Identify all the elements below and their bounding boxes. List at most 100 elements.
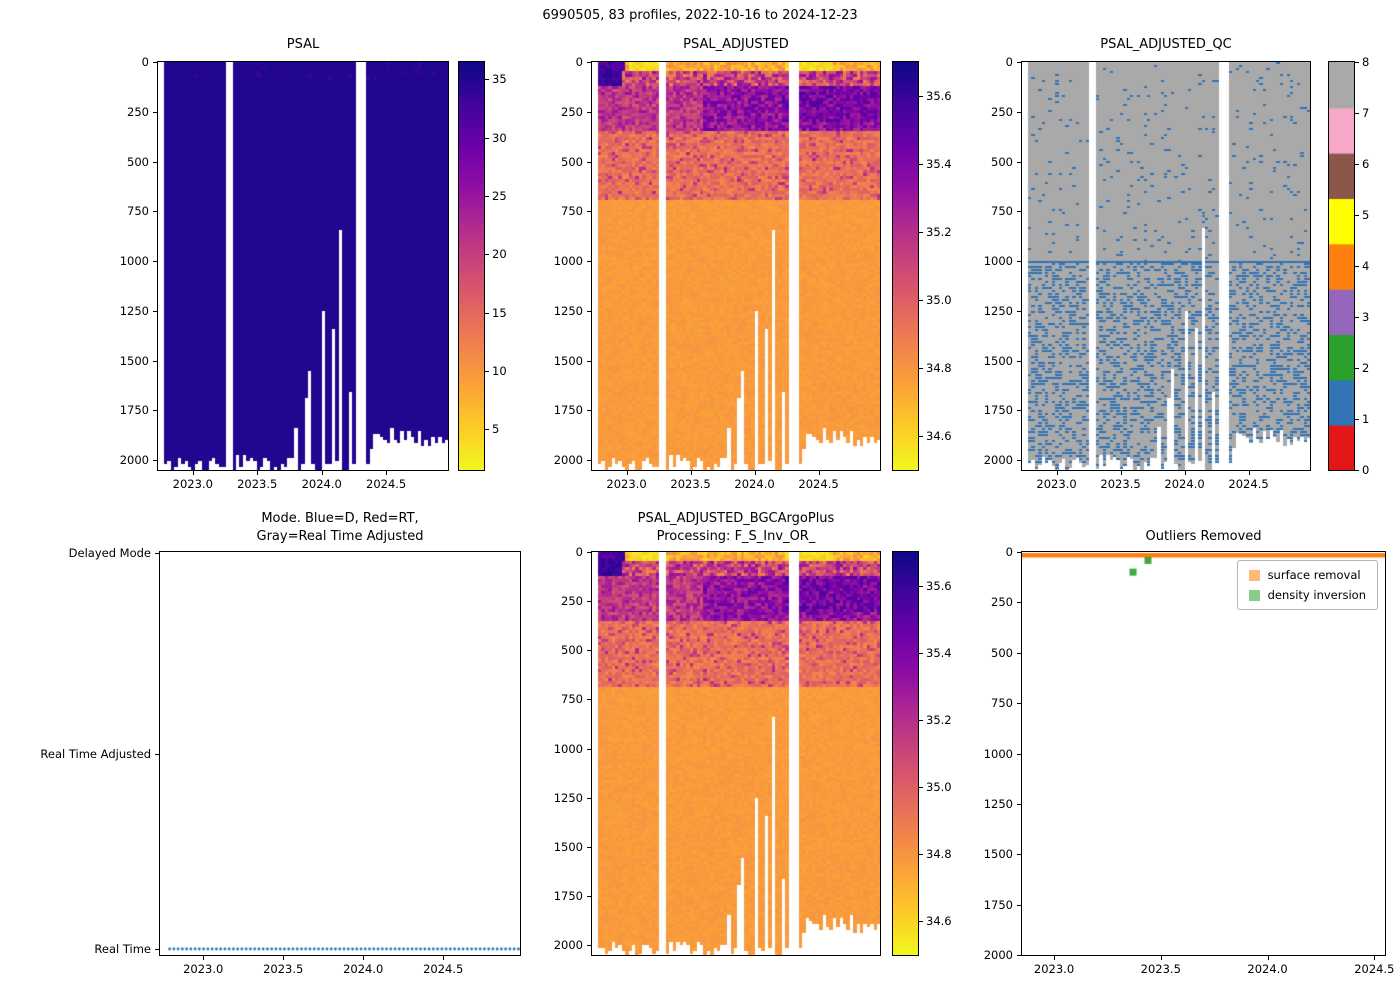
x-tick-label: 2023.0 xyxy=(1033,962,1075,976)
colorbar-tick-label: 20 xyxy=(492,247,507,262)
tick-mark xyxy=(587,601,591,603)
tick-mark xyxy=(1355,164,1359,165)
qc-colorbar-tick-label: 5 xyxy=(1362,208,1370,222)
tick-mark xyxy=(485,312,489,314)
tick-mark xyxy=(386,471,388,475)
tick-mark xyxy=(919,719,923,721)
y-tick-label: 0 xyxy=(1005,545,1013,559)
qc-colorbar-tick-label: 6 xyxy=(1362,157,1370,171)
tick-mark xyxy=(587,62,591,63)
y-tick-label: 1250 xyxy=(983,303,1013,318)
tick-mark xyxy=(1355,470,1359,471)
tick-mark xyxy=(203,956,205,960)
tick-mark xyxy=(626,471,628,475)
tick-mark xyxy=(587,650,591,652)
outliers-legend: surface removal density inversion xyxy=(1236,560,1378,610)
tick-mark xyxy=(919,436,923,437)
tick-mark xyxy=(919,164,923,165)
psal-heatmap-canvas xyxy=(157,61,449,471)
surface-removal-label: surface removal xyxy=(1267,568,1361,582)
tick-mark xyxy=(587,945,591,947)
tick-mark xyxy=(1017,410,1021,412)
y-tick-label: 500 xyxy=(561,154,583,169)
y-tick-label: 500 xyxy=(991,645,1013,660)
colorbar-tick-label: 34.6 xyxy=(926,429,952,443)
y-tick-label: 1000 xyxy=(553,741,583,756)
tick-mark xyxy=(587,111,591,113)
density-inversion-swatch xyxy=(1248,589,1260,601)
y-tick-label: 1750 xyxy=(983,897,1013,912)
figure-title: 6990505, 83 profiles, 2022-10-16 to 2024… xyxy=(542,8,858,23)
outliers-scatter-canvas xyxy=(1021,551,1386,956)
psal-adjusted-heatmap-canvas xyxy=(591,61,881,471)
tick-mark xyxy=(153,310,157,312)
legend-item-density-inversion: density inversion xyxy=(1248,588,1366,602)
y-tick-label: 0 xyxy=(1005,55,1013,69)
outliers-title: Outliers Removed xyxy=(1145,529,1262,544)
tick-mark xyxy=(587,896,591,898)
tick-mark xyxy=(1017,211,1021,213)
x-tick-label: 2024.5 xyxy=(423,962,464,976)
y-tick-label: 250 xyxy=(561,104,583,119)
x-tick-label: 2024.5 xyxy=(798,477,839,491)
tick-mark xyxy=(919,300,923,301)
tick-mark xyxy=(363,956,365,960)
tick-mark xyxy=(1017,753,1021,755)
tick-mark xyxy=(153,62,157,63)
y-tick-label: 750 xyxy=(561,692,583,707)
x-tick-label: 2023.0 xyxy=(172,477,213,491)
tick-mark xyxy=(155,553,159,554)
psal-adjusted-colorbar xyxy=(892,61,919,471)
qc-colorbar-tick-label: 4 xyxy=(1362,259,1370,273)
tick-mark xyxy=(919,232,923,233)
tick-mark xyxy=(919,921,923,923)
tick-mark xyxy=(919,585,923,587)
tick-mark xyxy=(153,410,157,412)
tick-mark xyxy=(818,471,820,475)
colorbar-tick-label: 35.4 xyxy=(926,157,952,171)
y-tick-label: 2000 xyxy=(983,453,1013,468)
y-tick-label: 500 xyxy=(991,154,1013,169)
x-tick-label: 2023.5 xyxy=(1100,477,1141,491)
tick-mark xyxy=(257,471,259,475)
colorbar-tick-label: 30 xyxy=(492,130,507,145)
x-tick-label: 2023.5 xyxy=(237,477,278,491)
y-tick-label: 1500 xyxy=(983,353,1013,368)
x-tick-label: 2024.0 xyxy=(343,962,384,976)
qc-colorbar-tick-label: 1 xyxy=(1362,412,1370,426)
tick-mark xyxy=(1374,956,1376,960)
y-tick-label: 750 xyxy=(561,204,583,219)
mode-category-label: Real Time xyxy=(94,942,151,956)
tick-mark xyxy=(1017,602,1021,604)
psal-adjusted-qc-title: PSAL_ADJUSTED_QC xyxy=(1100,37,1232,52)
tick-mark xyxy=(1017,261,1021,263)
tick-mark xyxy=(321,471,323,475)
tick-mark xyxy=(1017,652,1021,654)
colorbar-tick-label: 5 xyxy=(492,422,500,437)
tick-mark xyxy=(1017,111,1021,113)
y-tick-label: 2000 xyxy=(553,938,583,953)
y-tick-label: 250 xyxy=(991,104,1013,119)
tick-mark xyxy=(1355,317,1359,318)
tick-mark xyxy=(153,161,157,163)
bgc-title: PSAL_ADJUSTED_BGCArgoPlus Processing: F_… xyxy=(637,511,835,544)
x-tick-label: 2024.0 xyxy=(1164,477,1205,491)
density-inversion-label: density inversion xyxy=(1267,588,1366,602)
y-tick-label: 1000 xyxy=(119,254,149,269)
tick-mark xyxy=(587,360,591,362)
tick-mark xyxy=(1017,161,1021,163)
y-tick-label: 1750 xyxy=(119,403,149,418)
tick-mark xyxy=(1017,703,1021,705)
x-tick-label: 2023.0 xyxy=(1036,477,1077,491)
x-tick-label: 2024.5 xyxy=(366,477,407,491)
mode-category-label: Real Time Adjusted xyxy=(40,746,151,761)
tick-mark xyxy=(919,652,923,654)
y-tick-label: 1500 xyxy=(553,839,583,854)
colorbar-tick-label: 35.0 xyxy=(926,780,952,795)
y-tick-label: 2000 xyxy=(119,453,149,468)
colorbar-tick-label: 34.8 xyxy=(926,847,952,862)
tick-mark xyxy=(587,460,591,462)
tick-mark xyxy=(1355,266,1359,267)
y-tick-label: 1500 xyxy=(553,353,583,368)
y-tick-label: 1000 xyxy=(983,746,1013,761)
